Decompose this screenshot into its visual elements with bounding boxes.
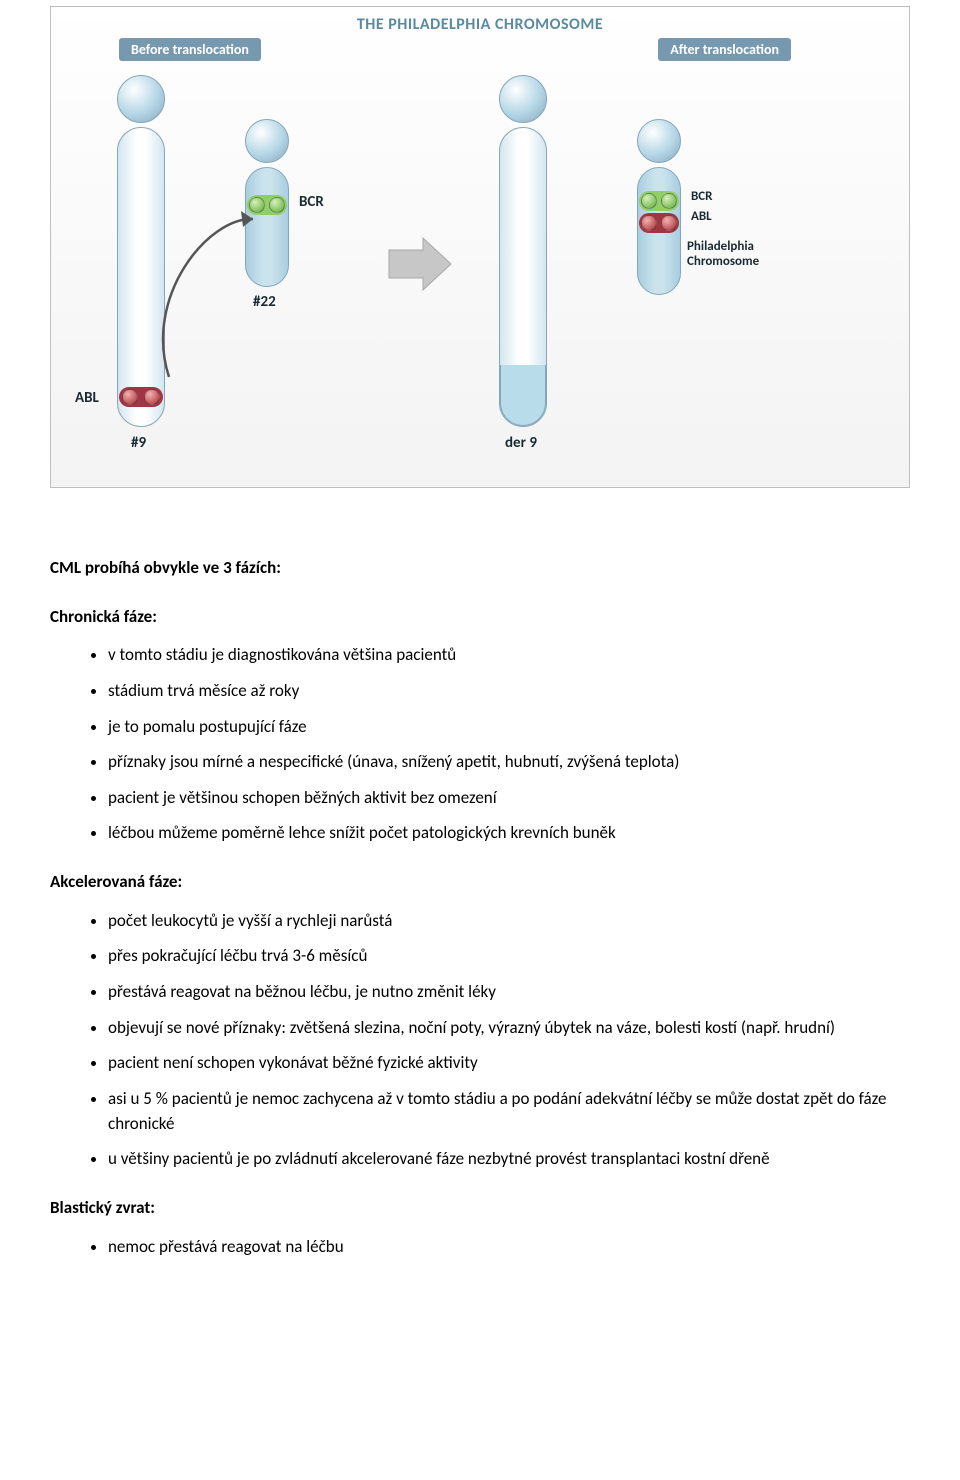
der9-cap — [499, 75, 547, 123]
der9-label: der 9 — [505, 434, 537, 452]
list-item: pacient není schopen vykonávat běžné fyz… — [108, 1051, 910, 1076]
document-body: CML probíhá obvykle ve 3 fázích: Chronic… — [50, 488, 910, 1259]
abl-bead-ph — [661, 215, 677, 231]
abl-label-ph: ABL — [691, 209, 712, 224]
list-item: pacient je většinou schopen běžných akti… — [108, 786, 910, 811]
translocation-arrow-icon — [153, 207, 273, 387]
phase3-list: nemoc přestává reagovat na léčbu — [50, 1235, 910, 1260]
diagram-panels: ABL #9 BCR #22 — [59, 61, 901, 469]
abl-bead-ph — [641, 215, 657, 231]
before-tab: Before translocation — [119, 38, 261, 61]
big-arrow-icon — [385, 234, 455, 305]
panel-before: ABL #9 BCR #22 — [71, 69, 371, 469]
list-item: objevují se nové příznaky: zvětšená slez… — [108, 1016, 910, 1041]
ph-label: Philadelphia Chromosome — [687, 239, 827, 269]
list-item: léčbou můžeme poměrně lehce snížit počet… — [108, 821, 910, 846]
chrom9-label: #9 — [131, 434, 146, 452]
bcr-bead-ph — [641, 193, 657, 209]
abl-label: ABL — [75, 389, 99, 407]
phase2-heading: Akcelerovaná fáze: — [50, 870, 910, 895]
abl-locus-chr9 — [119, 387, 163, 407]
list-item: přestává reagovat na běžnou léčbu, je nu… — [108, 980, 910, 1005]
bcr-locus-ph — [639, 191, 679, 211]
after-tab: After translocation — [658, 38, 791, 61]
phase1-heading: Chronická fáze: — [50, 605, 910, 630]
list-item: počet leukocytů je vyšší a rychleji narů… — [108, 909, 910, 934]
intro-line: CML probíhá obvykle ve 3 fázích: — [50, 556, 910, 581]
abl-locus-ph — [639, 213, 679, 233]
list-item: stádium trvá měsíce až roky — [108, 679, 910, 704]
panel-after: der 9 BCR ABL Philadelphia Chromosome — [469, 69, 789, 469]
bcr-bead-ph — [661, 193, 677, 209]
bcr-label-ph: BCR — [691, 189, 713, 204]
phase2-list: počet leukocytů je vyšší a rychleji narů… — [50, 909, 910, 1172]
list-item: je to pomalu postupující fáze — [108, 715, 910, 740]
list-item: v tomto stádiu je diagnostikována většin… — [108, 643, 910, 668]
bcr-label: BCR — [299, 193, 324, 211]
phase1-list: v tomto stádiu je diagnostikována většin… — [50, 643, 910, 846]
list-item: asi u 5 % pacientů je nemoc zachycena až… — [108, 1087, 910, 1136]
list-item: příznaky jsou mírné a nespecifické (únav… — [108, 750, 910, 775]
ph-cap — [637, 119, 681, 163]
diagram-container: THE PHILADELPHIA CHROMOSOME Before trans… — [50, 6, 910, 488]
list-item: nemoc přestává reagovat na léčbu — [108, 1235, 910, 1260]
list-item: u většiny pacientů je po zvládnutí akcel… — [108, 1147, 910, 1172]
diagram-title: THE PHILADELPHIA CHROMOSOME — [59, 15, 901, 34]
list-item: přes pokračující léčbu trvá 3-6 měsíců — [108, 944, 910, 969]
abl-bead — [122, 389, 138, 405]
abl-bead — [144, 389, 160, 405]
diagram-section-tabs: Before translocation After translocation — [59, 34, 901, 61]
phase3-heading: Blastický zvrat: — [50, 1196, 910, 1221]
chrom9-cap — [117, 75, 165, 123]
chrom22-cap — [245, 119, 289, 163]
der9-lower-segment — [500, 365, 546, 426]
